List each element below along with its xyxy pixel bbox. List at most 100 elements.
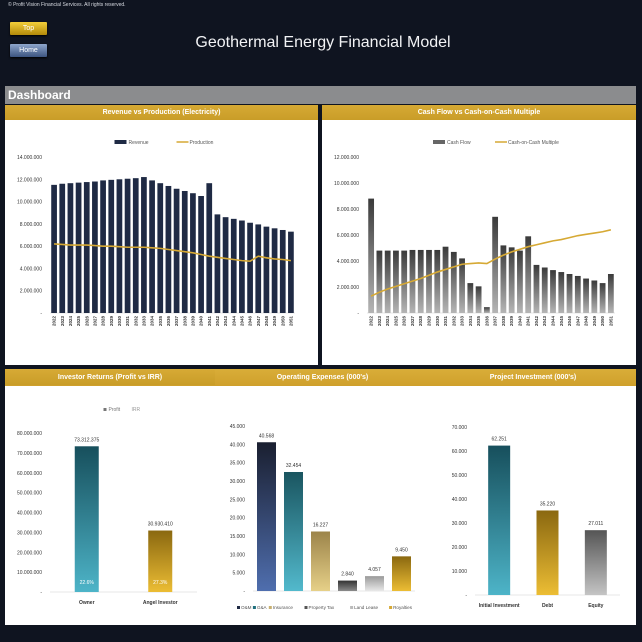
bar-2029 [426, 249, 432, 313]
bar-2025 [393, 250, 399, 313]
x-tick-label: 2022 [369, 316, 374, 327]
legend-line-label: Cash-on-Cash Multiple [508, 140, 559, 146]
x-tick-label: 2034 [150, 316, 155, 327]
x-tick-label: 2045 [239, 316, 244, 327]
x-tick-label: 2025 [76, 316, 81, 327]
x-tick-label: 2038 [501, 316, 506, 327]
bar-2034 [149, 180, 155, 313]
bar-2026 [83, 182, 90, 313]
irr-label: 22.6% [80, 580, 95, 586]
y-tick-label: 60.000.000 [17, 471, 42, 477]
bottom-panel: - 10.000.000 20.000.000 30.000.000 40.000.00… [5, 386, 636, 625]
legend-label: Property Tax [309, 605, 335, 610]
bar-o-m [257, 442, 276, 591]
data-label: 62.251 [492, 437, 508, 443]
x-tick-label: 2031 [443, 316, 448, 327]
y-tick-label: 30.000 [230, 479, 246, 485]
bar-2041 [525, 236, 532, 313]
bar-g-a [284, 472, 303, 591]
bar-2040 [517, 250, 523, 313]
x-tick-label: 2036 [484, 316, 489, 327]
investor-returns-chart: - 10.000.000 20.000.000 30.000.000 40.000.00… [17, 407, 197, 606]
home-button[interactable]: Home [10, 44, 47, 57]
x-tick-label: 2050 [600, 316, 605, 327]
x-tick-label: 2047 [256, 316, 261, 327]
data-label: 32.454 [286, 463, 302, 469]
x-tick-label: 2039 [509, 316, 514, 327]
bar-2022 [368, 198, 375, 313]
x-tick-label: 2043 [542, 316, 547, 327]
y-tick-label: 25.000 [230, 497, 246, 503]
bar-land-lease [365, 576, 384, 591]
y-tick-label: 30.000 [452, 521, 468, 527]
y-tick-label: 14.000.000 [17, 155, 42, 161]
bar-2033 [459, 258, 465, 313]
bar-2035 [475, 286, 482, 313]
revenue-production-chart: - 2.000.000 4.000.000 6.000.000 8.000.000 10.… [17, 140, 295, 327]
x-tick-label: 2035 [158, 316, 163, 327]
bar-2050 [279, 229, 286, 313]
bar-angel-investor [148, 530, 173, 592]
page-title: Geothermal Energy Financial Model [195, 34, 451, 51]
x-tick-label: 2023 [377, 316, 382, 327]
legend-bar-label: Revenue [129, 140, 149, 146]
x-tick-label: 2049 [272, 316, 277, 327]
y-tick-label: - [40, 311, 42, 317]
project-investment-chart: - 10.000 20.000 30.000 40.000 50.000 60.000 70.… [452, 425, 620, 609]
bar-2048 [263, 226, 270, 313]
data-label: 30.930.410 [148, 522, 173, 528]
y-tick-label: 10.000.000 [334, 181, 359, 187]
y-tick-label: 10.000.000 [17, 570, 42, 576]
x-tick-label: 2046 [248, 316, 253, 327]
x-tick-label: 2046 [567, 316, 572, 327]
bar-2046 [566, 274, 573, 313]
x-tick-label: 2043 [223, 316, 228, 327]
bar-initial-investment [488, 445, 511, 595]
bar-owner [74, 446, 99, 592]
bar-2034 [467, 283, 474, 313]
y-tick-label: 4.000.000 [337, 259, 359, 265]
x-tick-label: 2034 [468, 316, 473, 327]
cashflow-chart-panel: - 2.000.000 4.000.000 6.000.000 8.000.000 10.… [322, 120, 636, 365]
legend-label: G&A [257, 605, 268, 610]
x-tick-label: 2040 [199, 316, 204, 327]
x-tick-label: 2033 [460, 316, 465, 327]
legend-swatch [350, 606, 354, 609]
x-tick-label: 2033 [141, 316, 146, 327]
x-tick-label: 2029 [109, 316, 114, 327]
x-tick-label: 2042 [534, 316, 539, 327]
legend-label: Land Lease [354, 605, 378, 610]
x-tick-label: 2028 [418, 316, 423, 327]
y-tick-label: 80.000.000 [17, 431, 42, 437]
x-tick-label: 2036 [166, 316, 171, 327]
x-tick-label: 2047 [575, 316, 580, 327]
y-tick-label: 60.000 [452, 449, 468, 455]
category-label: Debt [542, 603, 553, 609]
bar-2031 [442, 246, 449, 313]
x-tick-label: 2023 [60, 316, 65, 327]
y-tick-label: 70.000 [452, 425, 468, 431]
y-tick-label: 6.000.000 [20, 244, 42, 250]
legend-line-label: Production [190, 140, 214, 146]
bar-2045 [239, 220, 245, 313]
bar-2033 [141, 177, 147, 313]
x-tick-label: 2040 [517, 316, 522, 327]
bar-2041 [206, 183, 213, 313]
y-tick-label: 45.000 [230, 424, 246, 430]
bar-2048 [583, 278, 589, 313]
bar-2047 [574, 275, 581, 313]
bar-2038 [500, 245, 507, 313]
x-tick-label: 2044 [551, 316, 556, 327]
y-tick-label: 10.000 [452, 569, 468, 575]
x-tick-label: 2045 [559, 316, 564, 327]
chart-title-opex: Operating Expenses (000's) [276, 374, 369, 381]
bar-2049 [271, 228, 278, 313]
y-tick-label: 2.000.000 [337, 285, 359, 291]
data-label: 9.450 [395, 547, 408, 553]
top-button[interactable]: Top [10, 22, 47, 35]
x-tick-label: 2024 [385, 316, 390, 327]
y-tick-label: 50.000 [452, 473, 468, 479]
x-tick-label: 2049 [592, 316, 597, 327]
y-tick-label: 40.000 [452, 497, 468, 503]
x-tick-label: 2027 [92, 316, 97, 327]
